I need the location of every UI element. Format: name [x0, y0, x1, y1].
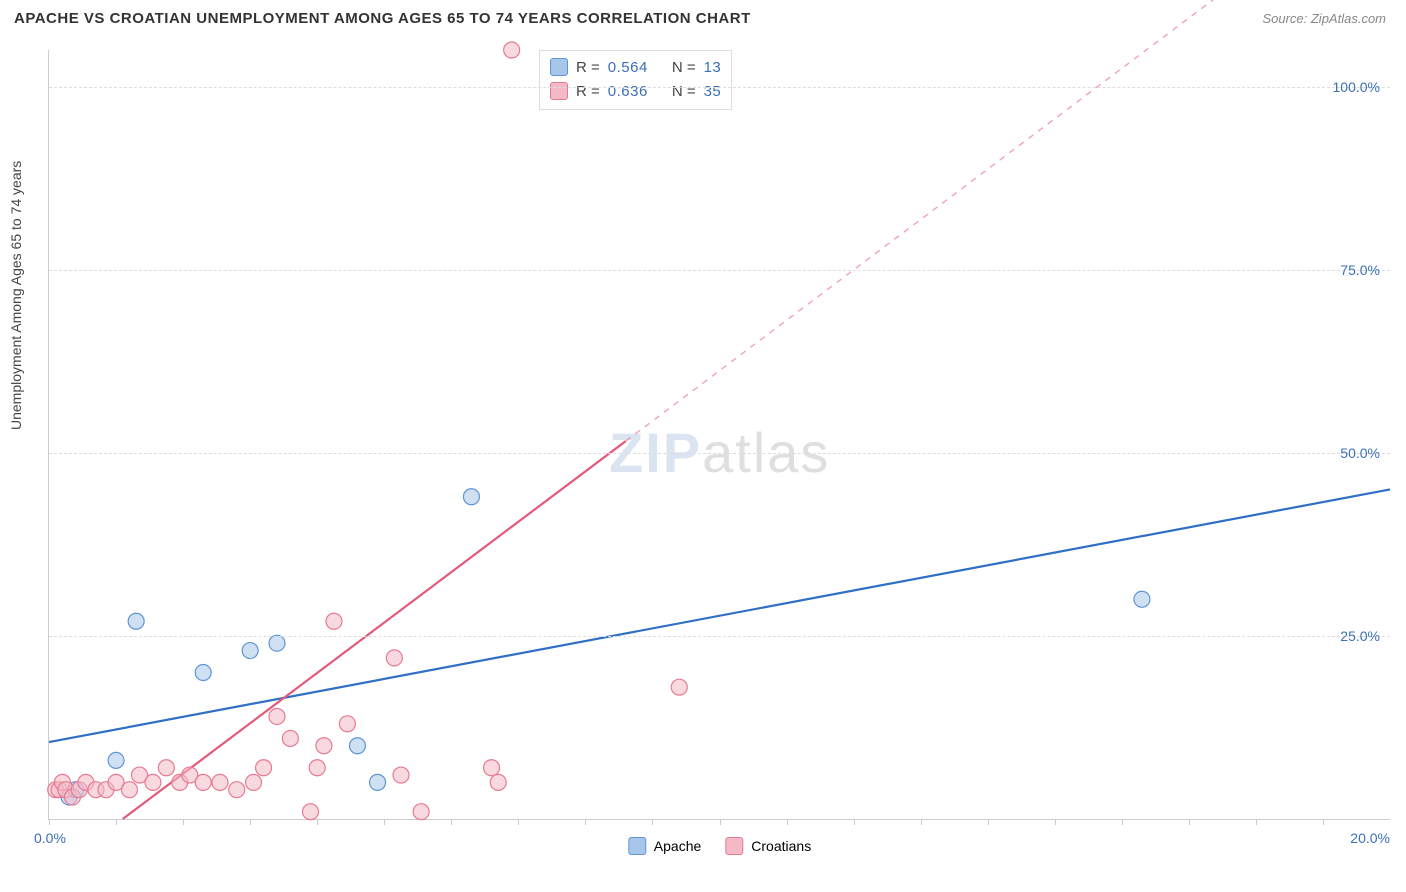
x-tick	[116, 819, 117, 825]
x-tick	[585, 819, 586, 825]
x-tick	[317, 819, 318, 825]
point-croatians	[195, 774, 211, 790]
x-tick	[1323, 819, 1324, 825]
legend-label-apache: Apache	[654, 838, 701, 854]
x-tick	[384, 819, 385, 825]
point-croatians	[309, 760, 325, 776]
y-axis-label: Unemployment Among Ages 65 to 74 years	[8, 161, 24, 430]
x-tick	[451, 819, 452, 825]
x-tick	[921, 819, 922, 825]
point-croatians	[386, 650, 402, 666]
point-croatians	[490, 774, 506, 790]
legend-swatch-croatians	[725, 837, 743, 855]
x-tick	[854, 819, 855, 825]
chart-header: APACHE VS CROATIAN UNEMPLOYMENT AMONG AG…	[0, 0, 1406, 33]
x-tick	[652, 819, 653, 825]
plot-svg	[49, 50, 1390, 819]
x-tick	[1256, 819, 1257, 825]
point-apache	[242, 643, 258, 659]
point-croatians	[484, 760, 500, 776]
gridline	[49, 636, 1390, 637]
x-tick	[1055, 819, 1056, 825]
point-apache	[1134, 591, 1150, 607]
point-croatians	[326, 613, 342, 629]
x-origin-label: 0.0%	[34, 830, 66, 846]
gridline	[49, 270, 1390, 271]
x-tick	[720, 819, 721, 825]
point-apache	[463, 489, 479, 505]
x-tick	[1189, 819, 1190, 825]
point-apache	[269, 635, 285, 651]
point-apache	[349, 738, 365, 754]
y-tick-label: 75.0%	[1340, 262, 1380, 278]
chart-plot-area: ZIPatlas R = 0.564 N = 13 R = 0.636 N = …	[48, 50, 1390, 820]
point-croatians	[269, 708, 285, 724]
point-croatians	[339, 716, 355, 732]
chart-source: Source: ZipAtlas.com	[1262, 11, 1386, 26]
point-apache	[108, 752, 124, 768]
legend-label-croatians: Croatians	[751, 838, 811, 854]
gridline	[49, 453, 1390, 454]
point-croatians	[671, 679, 687, 695]
point-croatians	[212, 774, 228, 790]
point-croatians	[145, 774, 161, 790]
point-croatians	[282, 730, 298, 746]
legend-swatch-apache	[628, 837, 646, 855]
y-tick-label: 100.0%	[1333, 79, 1380, 95]
point-croatians	[316, 738, 332, 754]
point-croatians	[413, 804, 429, 820]
point-apache	[128, 613, 144, 629]
point-croatians	[229, 782, 245, 798]
point-croatians	[302, 804, 318, 820]
gridline	[49, 87, 1390, 88]
point-apache	[370, 774, 386, 790]
legend-item-apache: Apache	[628, 837, 701, 855]
chart-title: APACHE VS CROATIAN UNEMPLOYMENT AMONG AG…	[14, 10, 751, 27]
x-tick	[49, 819, 50, 825]
x-tick	[183, 819, 184, 825]
x-tick	[250, 819, 251, 825]
point-apache	[195, 665, 211, 681]
legend-item-croatians: Croatians	[725, 837, 811, 855]
point-croatians	[158, 760, 174, 776]
point-croatians	[121, 782, 137, 798]
point-croatians	[246, 774, 262, 790]
y-tick-label: 25.0%	[1340, 628, 1380, 644]
point-croatians	[504, 42, 520, 58]
x-tick	[1122, 819, 1123, 825]
x-tick	[787, 819, 788, 825]
y-tick-label: 50.0%	[1340, 445, 1380, 461]
point-croatians	[393, 767, 409, 783]
series-legend: Apache Croatians	[628, 837, 811, 855]
x-max-label: 20.0%	[1350, 830, 1390, 846]
x-tick	[988, 819, 989, 825]
point-croatians	[256, 760, 272, 776]
x-tick	[518, 819, 519, 825]
